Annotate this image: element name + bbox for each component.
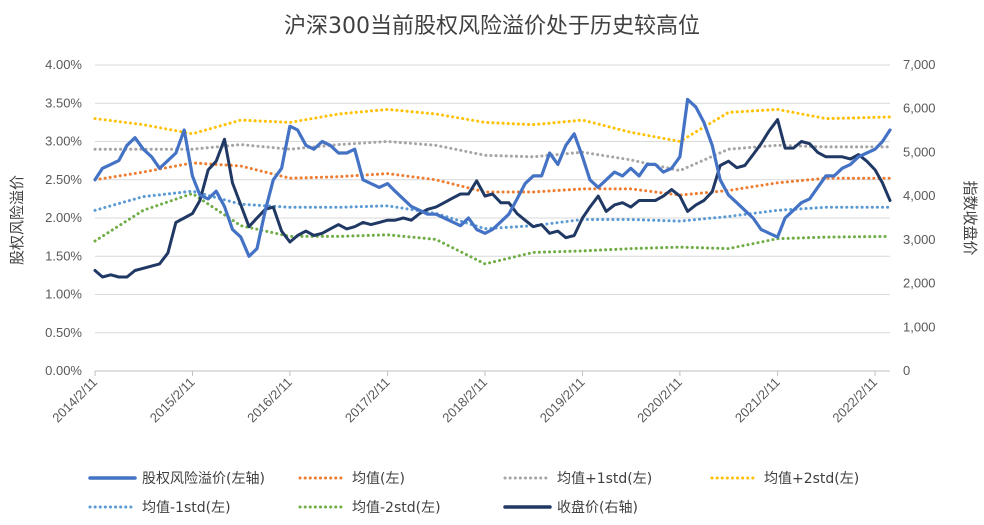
y-left-tick-label: 0.50% bbox=[45, 325, 82, 340]
legend: 股权风险溢价(左轴) 均值(左) 均值+1std(左) 均值+2std(左) 均值-1s… bbox=[88, 471, 859, 516]
x-tick-label: 2019/2/11 bbox=[537, 375, 588, 426]
right-axis-ticks: 0 1,000 2,000 3,000 4,000 5,000 6,000 7,000 bbox=[903, 57, 936, 378]
legend-label: 均值+1std(左) bbox=[557, 471, 652, 487]
legend-label: 股权风险溢价(左轴) bbox=[142, 471, 265, 487]
y-axis-right-title: 指数收盘价 bbox=[961, 180, 979, 255]
legend-label: 均值(左) bbox=[352, 471, 405, 487]
y-left-tick-label: 2.50% bbox=[45, 172, 82, 187]
y-left-tick-label: 1.50% bbox=[45, 248, 82, 263]
gridlines bbox=[94, 64, 890, 376]
y-right-tick-label: 4,000 bbox=[903, 188, 936, 203]
series-line bbox=[93, 161, 892, 197]
series-group bbox=[93, 97, 892, 279]
legend-label: 收盘价(右轴) bbox=[557, 499, 638, 516]
y-right-tick-label: 2,000 bbox=[903, 276, 936, 291]
x-tick-label: 2016/2/11 bbox=[244, 375, 295, 426]
y-axis-left-title: 股权风险溢价 bbox=[8, 175, 26, 265]
series-line bbox=[93, 97, 892, 258]
x-tick-label: 2021/2/11 bbox=[732, 375, 783, 426]
series-line bbox=[93, 107, 892, 143]
y-left-tick-label: 0.00% bbox=[45, 363, 82, 378]
series-line bbox=[93, 189, 892, 231]
series-line bbox=[93, 192, 892, 266]
x-tick-label: 2014/2/11 bbox=[49, 375, 100, 426]
x-tick-label: 2022/2/11 bbox=[829, 375, 880, 426]
y-right-tick-label: 5,000 bbox=[903, 144, 936, 159]
x-tick-label: 2017/2/11 bbox=[342, 375, 393, 426]
y-left-tick-label: 4.00% bbox=[45, 57, 82, 72]
y-left-tick-label: 3.00% bbox=[45, 134, 82, 149]
chart-title: 沪深300当前股权风险溢价处于历史较高位 bbox=[284, 14, 700, 39]
series-line bbox=[93, 118, 892, 279]
y-right-tick-label: 6,000 bbox=[903, 101, 936, 116]
legend-label: 均值-1std(左) bbox=[142, 500, 231, 516]
legend-label: 均值-2std(左) bbox=[352, 500, 441, 516]
series-line bbox=[93, 140, 892, 173]
y-right-tick-label: 7,000 bbox=[903, 57, 936, 72]
y-left-tick-label: 2.00% bbox=[45, 210, 82, 225]
y-right-tick-label: 3,000 bbox=[903, 232, 936, 247]
y-left-tick-label: 3.50% bbox=[45, 95, 82, 110]
legend-label: 均值+2std(左) bbox=[764, 471, 859, 487]
x-axis-ticks: 2014/2/11 2015/2/11 2016/2/11 2017/2/11 2018… bbox=[49, 375, 880, 426]
x-tick-label: 2015/2/11 bbox=[147, 375, 198, 426]
y-left-tick-label: 1.00% bbox=[45, 287, 82, 302]
y-right-tick-label: 1,000 bbox=[903, 319, 936, 334]
y-right-tick-label: 0 bbox=[903, 363, 910, 378]
x-tick-label: 2018/2/11 bbox=[439, 375, 490, 426]
x-tick-label: 2020/2/11 bbox=[634, 375, 685, 426]
left-axis-ticks: 0.00% 0.50% 1.00% 1.50% 2.00% 2.50% 3.00% 3.50%… bbox=[45, 57, 82, 378]
